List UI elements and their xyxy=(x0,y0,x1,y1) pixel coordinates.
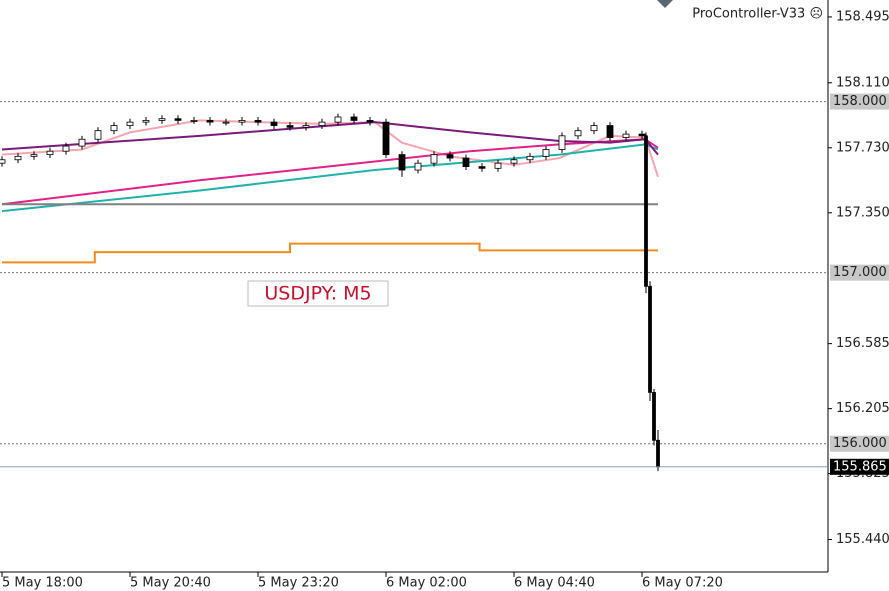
candle-body xyxy=(398,154,406,171)
y-tick-label: 157.350 xyxy=(836,205,889,220)
y-tick-label: 158.110 xyxy=(836,75,889,90)
candle-body xyxy=(656,439,660,468)
indicator-line xyxy=(2,242,658,264)
y-tick-label: 157.730 xyxy=(836,140,889,155)
diamond-icon xyxy=(657,0,673,8)
candle-body xyxy=(462,157,470,168)
candle-body xyxy=(350,116,358,121)
candle-body xyxy=(174,118,182,121)
y-tick-label: 156.205 xyxy=(836,401,889,416)
candle-body xyxy=(94,130,102,140)
y-tick-label: 155.440 xyxy=(836,532,889,547)
candle-body xyxy=(110,125,118,132)
candle-body xyxy=(494,162,502,169)
level-label-box xyxy=(830,93,889,110)
candle-body xyxy=(446,154,454,159)
candle-body xyxy=(510,159,518,164)
level-label: 157.000 xyxy=(833,265,887,280)
candle-body xyxy=(286,125,294,128)
annotation: USDJPY: M5 xyxy=(264,283,371,305)
candle-body xyxy=(430,154,438,164)
candle-body xyxy=(574,130,582,137)
current-price-box xyxy=(830,458,889,475)
current-price-label: 155.865 xyxy=(833,459,887,474)
candle-body xyxy=(366,120,374,123)
x-tick-label: 5 May 18:00 xyxy=(2,576,83,591)
candle-body xyxy=(190,120,198,122)
candle-body xyxy=(622,133,630,138)
candle-body xyxy=(206,120,214,123)
x-tick-label: 5 May 23:20 xyxy=(258,576,339,591)
candle-body xyxy=(302,125,310,128)
candle-body xyxy=(652,391,656,441)
level-label-box xyxy=(830,264,889,281)
candle-body xyxy=(542,149,550,157)
indicator-line xyxy=(1,143,659,213)
annotation-box xyxy=(247,280,389,307)
x-tick-label: 6 May 04:40 xyxy=(514,576,595,591)
candle-body xyxy=(318,121,326,126)
candle-body xyxy=(14,155,22,161)
candle-body xyxy=(78,138,86,147)
level-label-box xyxy=(830,435,889,452)
x-tick-label: 6 May 07:20 xyxy=(642,576,723,591)
level-label: 156.000 xyxy=(833,436,887,451)
candle-body xyxy=(478,166,486,169)
candle-body xyxy=(62,145,70,152)
candle-body xyxy=(334,116,342,123)
candle-body xyxy=(644,135,648,287)
indicator-label: ProController-V33 ☹ xyxy=(692,7,823,22)
x-tick-label: 5 May 20:40 xyxy=(130,576,211,591)
candle-body xyxy=(222,121,230,124)
candle-body xyxy=(126,121,134,126)
candle-body xyxy=(270,121,278,126)
candle-body xyxy=(238,120,246,123)
level-label: 158.000 xyxy=(833,94,887,109)
candle-body xyxy=(526,155,534,161)
candle-body xyxy=(558,135,566,150)
indicator-line xyxy=(1,121,659,156)
candle-body xyxy=(638,133,646,137)
candle-body xyxy=(382,121,390,156)
candle-body xyxy=(254,120,262,123)
candle-body xyxy=(46,150,54,156)
candle-body xyxy=(590,125,598,132)
candle-body xyxy=(606,125,614,138)
candle-body xyxy=(414,162,422,171)
x-tick-label: 6 May 02:00 xyxy=(386,576,467,591)
y-tick-label: 156.585 xyxy=(836,336,889,351)
candle-body xyxy=(648,285,652,393)
candle-body xyxy=(0,159,6,164)
y-tick-label: 158.495 xyxy=(836,9,889,24)
candle-body xyxy=(158,118,166,121)
candle-body xyxy=(30,154,38,157)
candle-body xyxy=(142,120,150,123)
